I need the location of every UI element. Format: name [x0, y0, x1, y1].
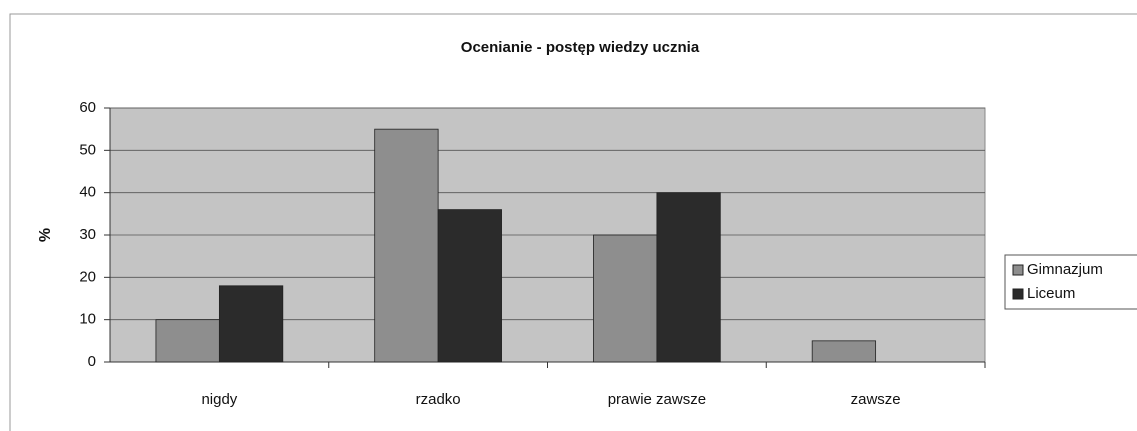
y-axis-label: %	[37, 228, 54, 242]
bar	[811, 340, 877, 363]
x-tick-label: prawie zawsze	[608, 391, 706, 408]
x-tick-label: nigdy	[201, 391, 237, 408]
legend-swatch	[1012, 264, 1024, 276]
y-tick-label: 20	[79, 268, 96, 285]
y-tick-label: 60	[79, 99, 96, 116]
bar	[437, 209, 502, 363]
y-tick-label: 50	[79, 141, 96, 158]
bar	[374, 128, 439, 363]
y-tick-label: 0	[88, 353, 96, 370]
y-tick-label: 10	[79, 311, 96, 328]
y-tick-label: 30	[79, 226, 96, 243]
chart-title: Ocenianie - postęp wiedzy ucznia	[461, 39, 700, 56]
bar	[656, 192, 721, 363]
legend-label: Gimnazjum	[1027, 261, 1103, 278]
legend-swatch	[1012, 288, 1024, 300]
legend-frame	[1004, 254, 1137, 310]
bar	[155, 319, 220, 363]
legend-label: Liceum	[1027, 285, 1075, 302]
bar	[593, 234, 658, 363]
y-tick-label: 40	[79, 184, 96, 201]
x-tick-label: zawsze	[851, 391, 901, 408]
x-tick-label: rzadko	[416, 391, 461, 408]
bar	[218, 285, 284, 363]
